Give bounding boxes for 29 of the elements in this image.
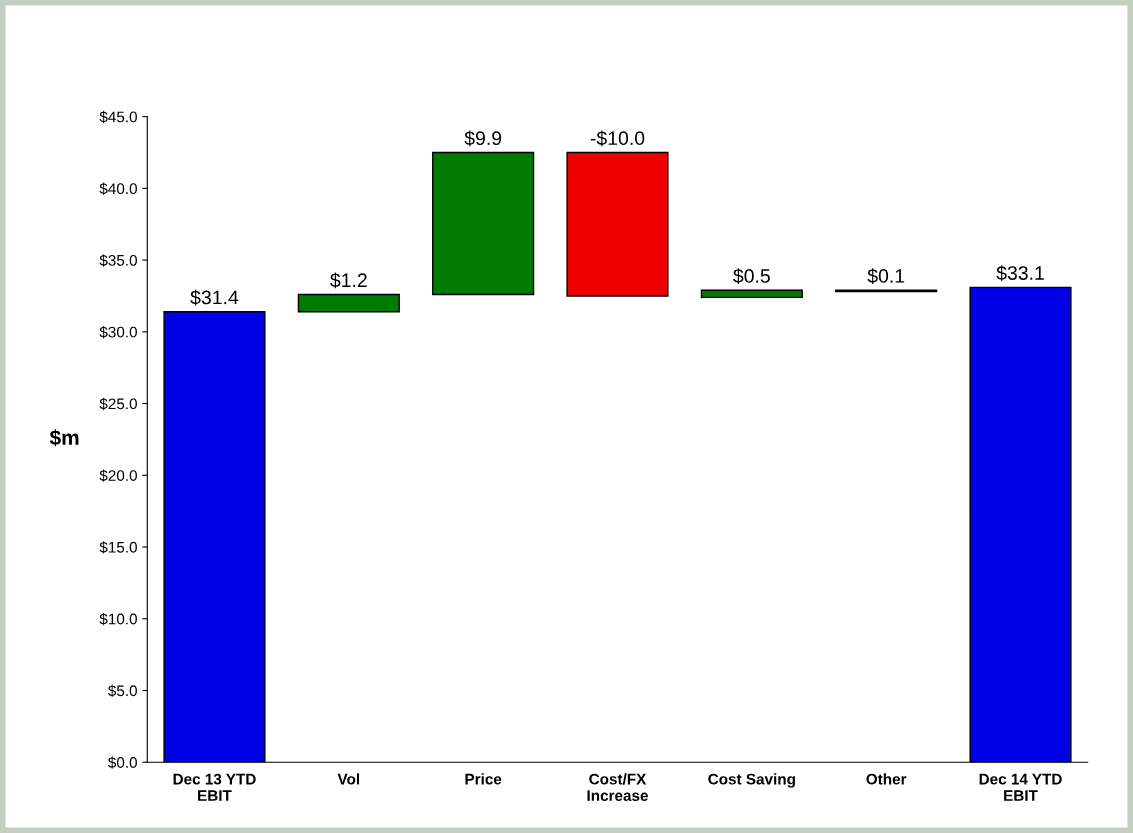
data-label: $0.1 [867,268,905,284]
y-tick-label: $10.0 [99,612,137,626]
data-label: -$10.0 [590,130,645,147]
data-label: $1.2 [330,272,367,289]
x-tick-label: Other [866,773,907,785]
y-tick-label: $25.0 [99,397,137,411]
bar [297,293,400,313]
y-tick-label: $40.0 [99,182,137,195]
x-tick-label: Dec 14 YTD EBIT [979,773,1062,801]
data-label: $9.9 [464,130,502,147]
x-tick-label: Dec 13 YTD EBIT [173,773,256,801]
x-tick-label: Cost Saving [708,773,795,788]
y-tick-label: $15.0 [99,541,137,554]
y-tick-label: $5.0 [108,684,137,698]
bar [566,151,669,297]
x-tick-label: Cost/FX Increase [587,773,648,801]
data-label: $31.4 [190,289,239,306]
y-tick-label: $0.0 [108,756,137,769]
bar [700,289,803,299]
data-label: $0.5 [733,268,770,284]
y-tick-label: $45.0 [99,110,137,124]
x-tick-label: Vol [337,773,360,785]
bar [432,151,535,296]
y-axis-title: $m [49,429,79,447]
x-tick-label: Price [465,773,502,785]
y-tick-label: $30.0 [99,326,137,339]
y-tick-label: $35.0 [99,254,137,267]
data-label: $33.1 [996,265,1044,282]
y-tick-label: $20.0 [99,469,137,482]
